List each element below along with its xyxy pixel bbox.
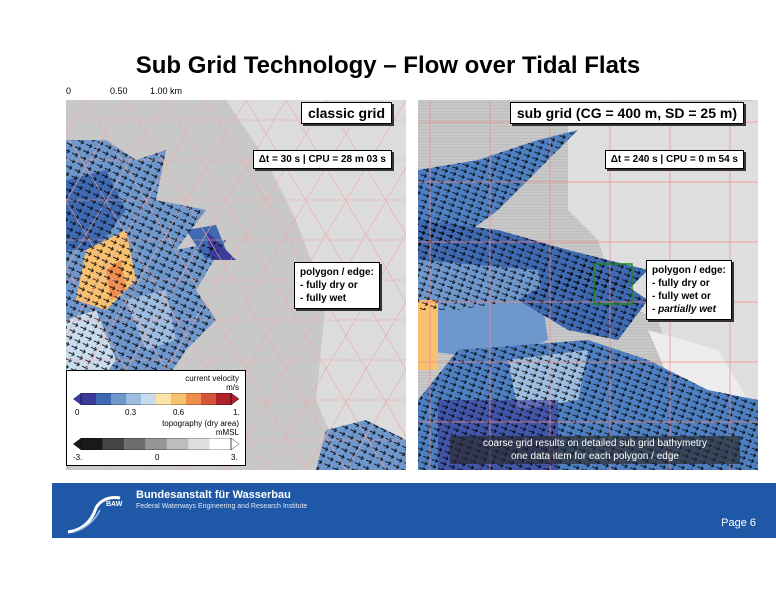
sub-grid-bottom-note: coarse grid results on detailed sub grid… <box>450 436 740 464</box>
bottom-note-line-2: one data item for each polygon / edge <box>511 451 679 462</box>
polygon-note-line-3: - partially wet <box>652 304 716 315</box>
map-legend: current velocity m/s 0 0.3 0.6 1. topogr… <box>66 370 246 466</box>
scale-label-mid: 0.50 <box>110 86 128 96</box>
legend-color-swatch <box>186 393 202 405</box>
sub-grid-map: sub grid (CG = 400 m, SD = 25 m) Δt = 24… <box>418 100 758 470</box>
polygon-note-line-1: - fully dry or <box>652 278 710 289</box>
bottom-note-line-1: coarse grid results on detailed sub grid… <box>482 438 707 449</box>
legend-arrow-high <box>230 438 240 450</box>
legend-color-swatch <box>201 393 217 405</box>
legend-arrow-high <box>230 393 240 405</box>
velocity-legend-unit: m/s <box>226 383 239 392</box>
legend-color-swatch <box>81 438 103 450</box>
baw-logo: BAW <box>67 496 123 534</box>
sub-grid-polygon-note: polygon / edge: - fully dry or - fully w… <box>646 260 732 320</box>
topo-tick-1: 0 <box>155 453 160 462</box>
topo-legend-title: topography (dry area) <box>162 419 239 428</box>
topo-tick-0: -3. <box>73 453 83 462</box>
scale-label-end: 1.00 km <box>150 86 183 96</box>
legend-color-swatch <box>81 393 97 405</box>
sub-grid-timing: Δt = 240 s | CPU = 0 m 54 s <box>604 150 744 169</box>
topo-tick-2: 3. <box>231 453 238 462</box>
legend-arrow-low <box>73 393 81 405</box>
polygon-note-title: polygon / edge: <box>652 265 726 276</box>
org-subtitle: Federal Waterways Engineering and Resear… <box>136 503 308 510</box>
svg-text:BAW: BAW <box>106 501 123 508</box>
legend-arrow-low <box>73 438 81 450</box>
legend-color-swatch <box>123 438 146 450</box>
sub-grid-title: sub grid (CG = 400 m, SD = 25 m) <box>509 102 744 124</box>
classic-grid-title: classic grid <box>300 102 392 124</box>
velocity-legend-title: current velocity <box>185 374 239 383</box>
legend-bar-outline <box>80 438 232 450</box>
classic-grid-polygon-note: polygon / edge: - fully dry or - fully w… <box>294 262 380 309</box>
legend-color-swatch <box>209 438 232 450</box>
legend-color-swatch <box>145 438 168 450</box>
velocity-tick-3: 1. <box>233 408 240 417</box>
polygon-note-italic: partially wet <box>658 304 716 315</box>
legend-color-swatch <box>171 393 187 405</box>
polygon-note-line-1: - fully dry or <box>300 280 358 291</box>
org-name: Bundesanstalt für Wasserbau <box>136 489 291 501</box>
legend-color-swatch <box>126 393 142 405</box>
legend-color-swatch <box>166 438 189 450</box>
legend-color-swatch <box>96 393 112 405</box>
legend-color-swatch <box>111 393 127 405</box>
legend-color-swatch <box>156 393 172 405</box>
velocity-tick-1: 0.3 <box>125 408 137 417</box>
polygon-note-line-2: - fully wet or <box>652 291 711 302</box>
polygon-note-title: polygon / edge: <box>300 267 374 278</box>
scale-label-0: 0 <box>66 86 72 96</box>
page-number: Page 6 <box>721 517 756 529</box>
classic-grid-timing: Δt = 30 s | CPU = 28 m 03 s <box>252 150 392 169</box>
velocity-color-bar <box>73 393 240 405</box>
legend-color-swatch <box>141 393 157 405</box>
legend-color-swatch <box>188 438 211 450</box>
topography-color-bar <box>73 438 240 450</box>
legend-color-swatch <box>216 393 232 405</box>
legend-color-swatch <box>102 438 125 450</box>
topo-legend-unit: mMSL <box>215 428 239 437</box>
polygon-note-line-2: - fully wet <box>300 293 347 304</box>
velocity-tick-2: 0.6 <box>173 408 185 417</box>
footer-banner: BAW Bundesanstalt für Wasserbau Federal … <box>52 483 776 538</box>
velocity-tick-0: 0 <box>75 408 80 417</box>
slide-title: Sub Grid Technology – Flow over Tidal Fl… <box>135 52 641 79</box>
legend-bar-outline <box>80 393 232 405</box>
